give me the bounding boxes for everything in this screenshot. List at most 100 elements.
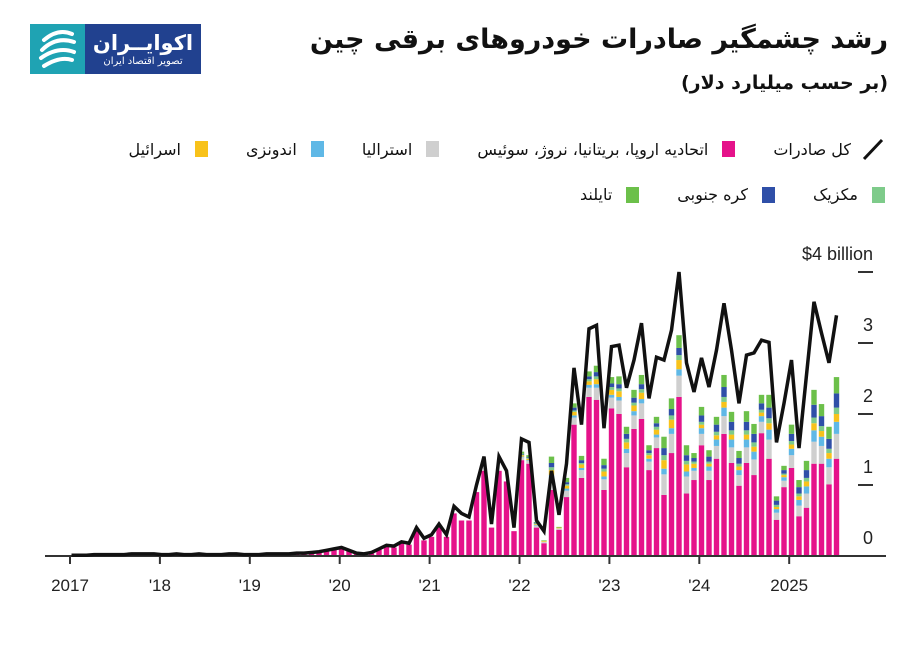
legend-item: تایلند — [580, 185, 640, 204]
bar-segment — [788, 448, 795, 456]
bar-segment — [518, 460, 525, 556]
bar-segment — [796, 499, 802, 506]
bar-segment — [623, 426, 630, 434]
bar-segment — [631, 411, 637, 416]
bar-segment — [571, 411, 577, 416]
bar-segment — [691, 458, 697, 462]
bar-segment — [691, 461, 697, 464]
bar-segment — [781, 465, 787, 471]
bar-segment — [751, 442, 757, 447]
bar-segment — [646, 455, 652, 459]
bar-segment — [661, 494, 667, 556]
bar-segment — [728, 447, 735, 463]
bar-segment — [601, 476, 607, 480]
legend-swatch — [761, 186, 775, 203]
legend-item: اندونزی — [246, 140, 324, 159]
legend-item: کل صادرات — [773, 137, 885, 161]
bar-segment — [421, 540, 427, 556]
bar-segment — [593, 379, 600, 385]
bar-segment — [698, 406, 705, 416]
bar-segment — [631, 397, 637, 403]
x-tick-label: 2025 — [770, 576, 808, 595]
bar-segment — [481, 470, 487, 556]
bar-segment — [743, 411, 750, 422]
bar-segment — [368, 553, 375, 556]
bar-segment — [721, 396, 727, 402]
bar-segment — [646, 461, 652, 471]
bar-segment — [803, 477, 810, 482]
bar-segment — [556, 526, 562, 528]
bar-segment — [796, 496, 802, 500]
bar-segment — [571, 403, 577, 408]
bar-segment — [668, 415, 675, 420]
bar-segment — [676, 347, 682, 356]
bar-segment — [811, 463, 817, 556]
bar-segment — [758, 412, 765, 417]
bar-segment — [788, 455, 795, 468]
bar-segment — [826, 484, 832, 556]
bar-segment — [683, 493, 690, 556]
bar-segment — [623, 448, 630, 454]
bar-segment — [766, 429, 772, 440]
legend-swatch — [426, 141, 440, 157]
bar-segment — [601, 479, 607, 490]
bar-segment — [608, 408, 615, 556]
bar-segment — [376, 549, 382, 556]
bar-segment — [406, 544, 412, 556]
bar-segment — [758, 409, 765, 413]
legend-item: کره جنوبی — [677, 185, 775, 204]
bar-segment — [608, 389, 615, 395]
bar-segment — [653, 423, 660, 427]
bar-segment — [608, 397, 615, 409]
bar-segment — [586, 381, 592, 385]
bar-segment — [818, 436, 825, 446]
bar-segment — [601, 471, 607, 477]
bar-segment — [736, 463, 742, 467]
bar-segment — [631, 402, 637, 406]
bar-segment — [751, 446, 757, 452]
bar-segment — [571, 415, 577, 418]
bar-segment — [743, 462, 750, 556]
bar-segment — [766, 394, 772, 408]
bar-segment — [811, 423, 817, 431]
bar-segment — [451, 513, 457, 556]
bar-segment — [728, 434, 735, 440]
bar-segment — [638, 374, 645, 385]
bar-segment — [826, 453, 832, 459]
bar-segment — [743, 439, 750, 448]
bar-segment — [668, 428, 675, 434]
bar-segment — [766, 439, 772, 459]
bar-segment — [803, 507, 810, 556]
bar-segment — [458, 520, 465, 556]
bar-segment — [623, 433, 630, 439]
bar-segment — [683, 471, 690, 477]
bar-segment — [646, 450, 652, 454]
bar-segment — [653, 434, 660, 438]
bar-segment — [713, 431, 720, 436]
legend-label: مکزیک — [812, 185, 858, 204]
bar-segment — [736, 450, 742, 459]
bar-segment — [773, 496, 780, 501]
bar-segment — [706, 450, 712, 457]
chart-title: رشد چشمگیر صادرات خودروهای برقی چین — [309, 24, 888, 55]
bar-segment — [683, 445, 690, 456]
bar-segment — [646, 445, 652, 451]
bar-segment — [616, 396, 622, 401]
bar-segment — [571, 417, 577, 425]
bar-segment — [653, 429, 660, 435]
bar-segment — [706, 466, 712, 471]
bar-segment — [781, 487, 787, 556]
bar-segment — [593, 384, 600, 388]
bar-segment — [556, 528, 562, 530]
bar-segment — [691, 453, 697, 459]
bar-segment — [788, 424, 795, 434]
logo: اکوایــران تصویر اقتصاد ایران — [30, 24, 201, 74]
bar-segment — [638, 392, 645, 400]
y-tick-label: 2 — [863, 386, 873, 406]
bar-segment — [413, 531, 420, 556]
legend-label: کل صادرات — [773, 139, 851, 159]
bar-segment — [676, 369, 682, 376]
bar-segment — [586, 387, 592, 397]
bar-segment — [721, 401, 727, 408]
bar-segment — [773, 519, 780, 556]
